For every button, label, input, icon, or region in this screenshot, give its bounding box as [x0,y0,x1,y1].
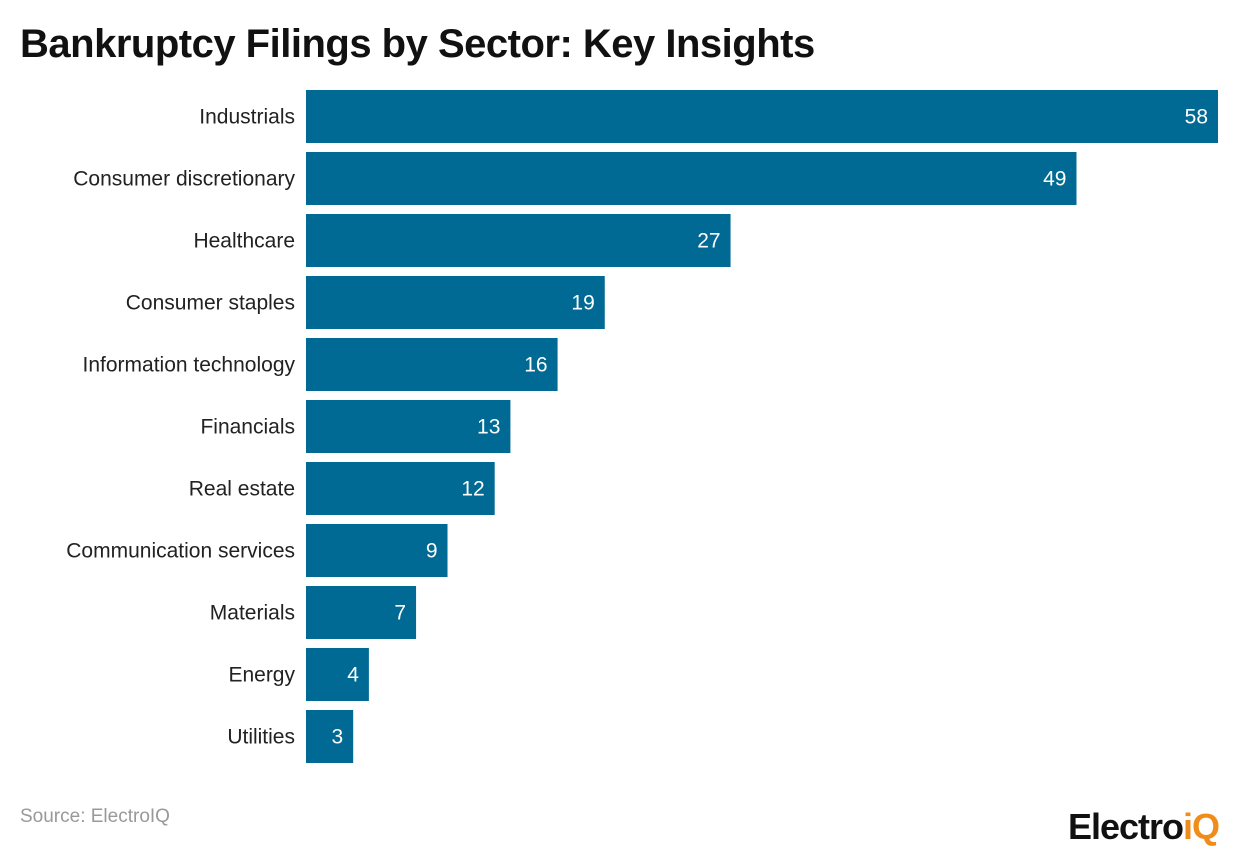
category-label: Consumer staples [126,292,295,315]
category-label: Communication services [66,540,295,563]
category-label: Information technology [83,354,296,377]
bar [306,462,495,515]
category-label: Healthcare [193,230,295,253]
data-label: 4 [347,664,359,687]
bar [306,276,605,329]
category-label: Financials [200,416,295,439]
bar [306,524,448,577]
data-label: 9 [426,540,438,563]
data-label: 58 [1185,106,1208,129]
data-label: 12 [461,478,484,501]
bar [306,214,731,267]
chart-title: Bankruptcy Filings by Sector: Key Insigh… [20,22,815,66]
logo-part-2: iQ [1183,806,1220,847]
data-label: 27 [697,230,720,253]
category-label: Utilities [227,726,295,749]
bar [306,90,1218,143]
bar [306,710,354,763]
bar [306,648,369,701]
bar [306,586,417,639]
electroiq-logo: ElectroiQ [1068,806,1220,848]
bar [306,338,558,391]
data-label: 7 [394,602,406,625]
data-label: 19 [571,292,594,315]
data-label: 3 [331,726,343,749]
data-label: 13 [477,416,500,439]
data-label: 16 [524,354,547,377]
category-label: Industrials [199,106,295,129]
category-label: Energy [228,664,295,687]
logo-part-1: Electro [1068,806,1184,847]
category-label: Consumer discretionary [73,168,295,191]
data-label: 49 [1043,168,1066,191]
source-note: Source: ElectroIQ [20,806,170,827]
bar [306,152,1077,205]
category-label: Materials [210,602,295,625]
category-label: Real estate [189,478,295,501]
bar [306,400,511,453]
